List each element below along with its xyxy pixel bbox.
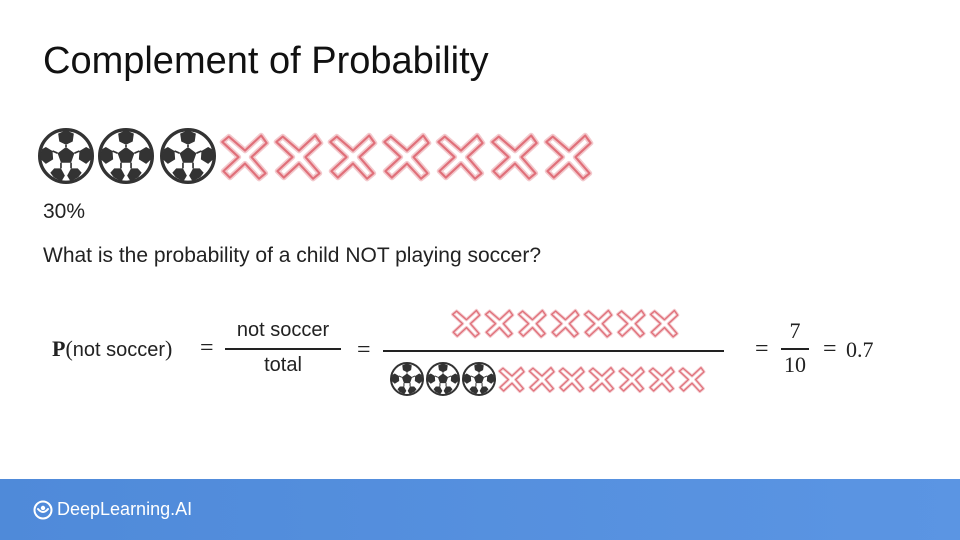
probability-percent: 30%: [43, 200, 86, 223]
cross-icon: [488, 126, 542, 186]
soccer-ball-icon: [462, 362, 496, 396]
brand-name: DeepLearning.AI: [57, 499, 193, 519]
final-result: 0.7: [846, 337, 874, 362]
result-numerator: 7: [789, 318, 801, 343]
equals-sign-3: =: [755, 336, 769, 362]
cross-icon: [647, 366, 676, 394]
soccer-ball-icon: [426, 362, 460, 396]
event-label: not soccer: [72, 339, 166, 361]
close-paren: ): [165, 336, 173, 361]
cross-icon: [648, 308, 680, 339]
word-denominator: total: [264, 354, 302, 376]
open-paren: (: [65, 336, 73, 361]
cross-icon: [549, 308, 581, 339]
cross-icon: [272, 126, 326, 186]
soccer-ball-icon: [98, 128, 154, 184]
soccer-ball-icon: [38, 128, 94, 184]
cross-icon: [582, 308, 614, 339]
equals-sign-2: =: [357, 337, 371, 363]
cross-icon: [677, 366, 706, 394]
slide-title: Complement of Probability: [43, 40, 489, 82]
cross-icon: [450, 308, 482, 339]
p-symbol: P: [52, 336, 66, 361]
top-icon-row: [38, 126, 596, 186]
question-text: What is the probability of a child NOT p…: [43, 244, 542, 267]
cross-icon: [615, 308, 647, 339]
cross-icon: [218, 126, 272, 186]
result-denominator: 10: [784, 352, 806, 377]
cross-icon: [557, 366, 586, 394]
probability-expression: P(not soccer): [52, 336, 172, 362]
cross-icon: [516, 308, 548, 339]
cross-icon: [497, 366, 526, 394]
cross-icon: [434, 126, 488, 186]
cross-icon: [587, 366, 616, 394]
word-numerator: not soccer: [236, 319, 330, 341]
equals-sign-4: =: [823, 336, 837, 362]
cross-icon: [483, 308, 515, 339]
cross-icon: [527, 366, 556, 394]
numerator-icon-row: [450, 304, 681, 342]
deeplearning-logo-icon: [33, 500, 53, 519]
brand-logo: DeepLearning.AI: [33, 499, 192, 520]
cross-icon: [542, 126, 596, 186]
denominator-icon-row: [389, 359, 707, 399]
footer-bar: DeepLearning.AI: [0, 479, 960, 540]
cross-icon: [380, 126, 434, 186]
equals-sign-1: =: [200, 335, 214, 361]
word-fraction-bar: [225, 348, 341, 350]
cross-icon: [617, 366, 646, 394]
soccer-ball-icon: [390, 362, 424, 396]
result-fraction-bar: [781, 348, 809, 350]
cross-icon: [326, 126, 380, 186]
picture-fraction-bar: [383, 350, 724, 352]
soccer-ball-icon: [160, 128, 216, 184]
